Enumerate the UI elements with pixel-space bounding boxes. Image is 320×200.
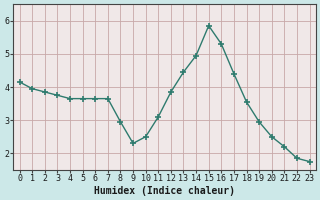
X-axis label: Humidex (Indice chaleur): Humidex (Indice chaleur) [94, 186, 235, 196]
